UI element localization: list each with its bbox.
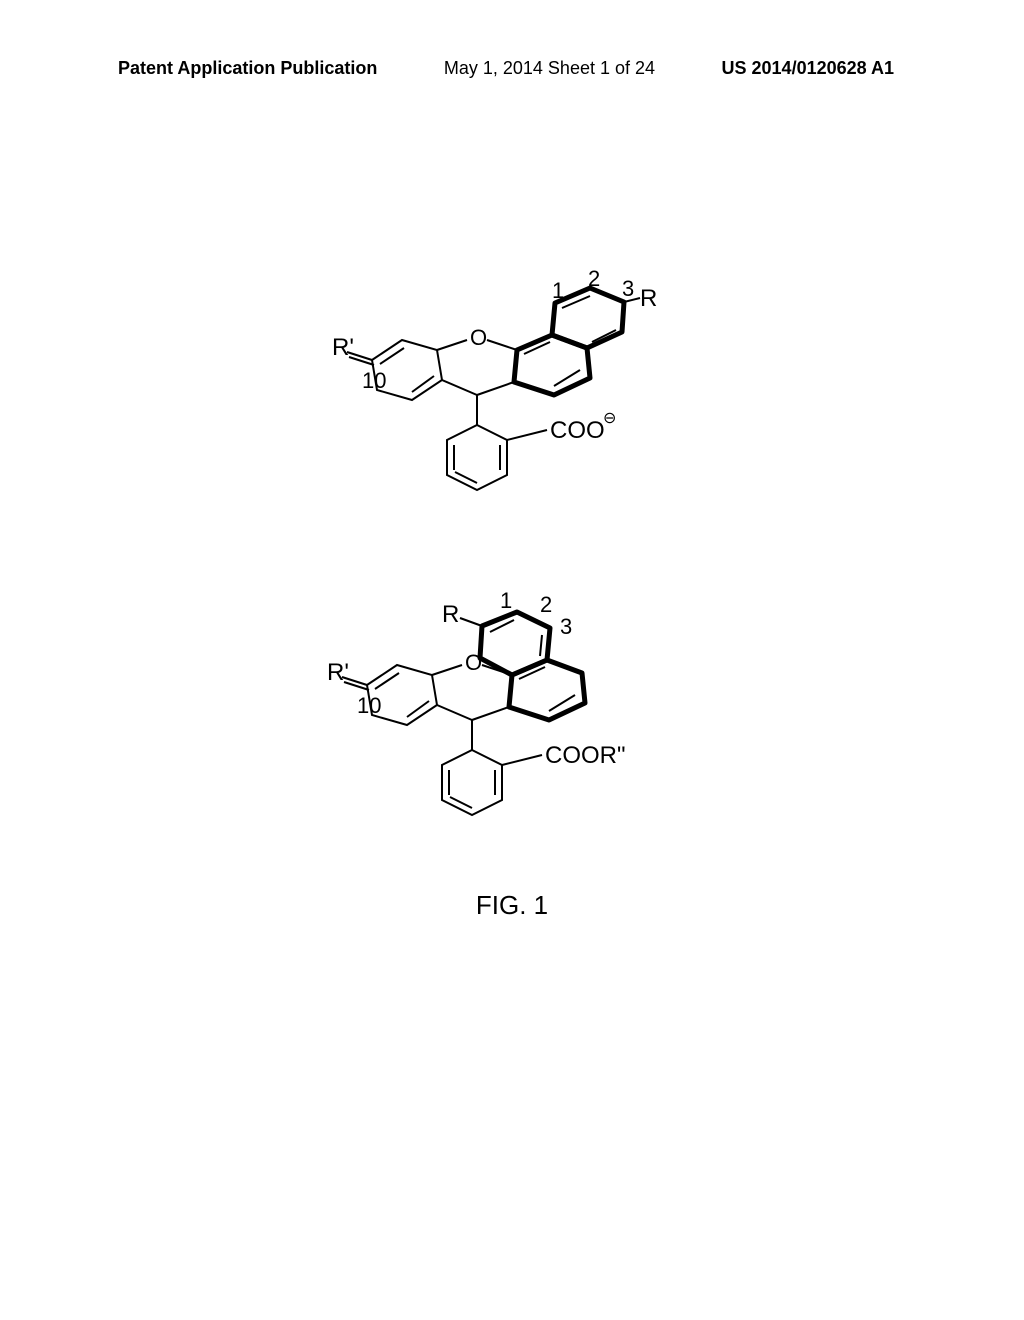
header-left: Patent Application Publication: [118, 58, 377, 79]
chemical-structure-1: R' 10 O 1 2 3 R COO ⊖: [292, 270, 732, 550]
header-right: US 2014/0120628 A1: [722, 58, 894, 79]
label-COO-1: COO: [550, 417, 605, 444]
label-rprime-1: R': [332, 334, 354, 361]
label-O-2: O: [465, 650, 482, 675]
label-3-1: 3: [622, 276, 634, 301]
label-2-2: 2: [540, 592, 552, 617]
label-rprime-2: R': [327, 659, 349, 686]
label-R-1: R: [640, 285, 657, 312]
label-COOR-2: COOR": [545, 742, 626, 769]
page-header: Patent Application Publication May 1, 20…: [0, 58, 1024, 79]
label-10-2: 10: [357, 693, 381, 718]
figure-caption: FIG. 1: [0, 890, 1024, 921]
label-1-1: 1: [552, 278, 564, 303]
label-O-1: O: [470, 325, 487, 350]
label-2-1: 2: [588, 270, 600, 291]
chemical-structure-2: R' 10 O R 1 2 3 COOR": [292, 590, 732, 870]
label-10-1: 10: [362, 368, 386, 393]
label-1-2: 1: [500, 590, 512, 613]
label-R-2: R: [442, 601, 459, 628]
label-3-2: 3: [560, 614, 572, 639]
header-center: May 1, 2014 Sheet 1 of 24: [444, 58, 655, 79]
label-minus-1: ⊖: [603, 410, 616, 427]
figure-1: R' 10 O 1 2 3 R COO ⊖: [0, 270, 1024, 921]
